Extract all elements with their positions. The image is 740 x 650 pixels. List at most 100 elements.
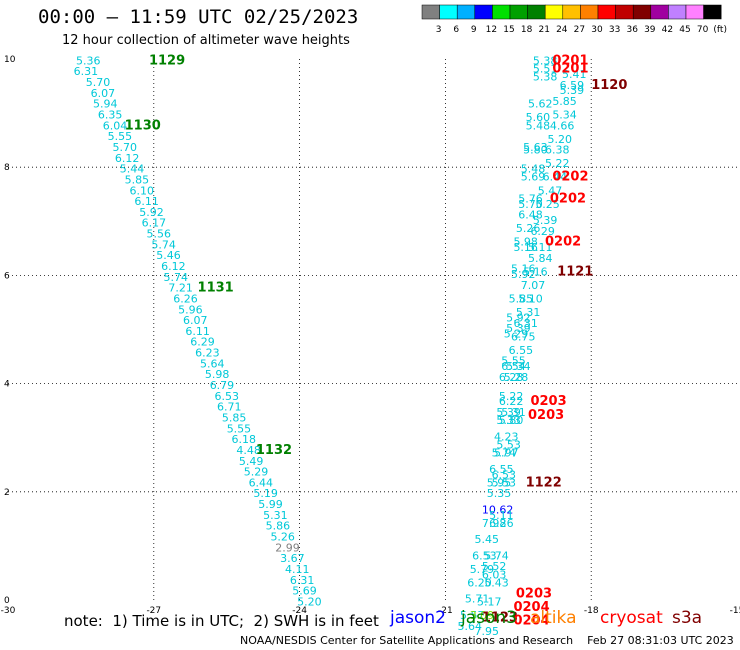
- legend-label: 15: [503, 25, 514, 35]
- data-point: 5.79: [470, 563, 495, 576]
- legend-label: 30: [591, 25, 603, 35]
- data-point: 7.95: [475, 625, 500, 638]
- color-scale-legend: 3 6 9 12 15 18 21 24 27 30 33 36 39 42 45 70 (ft): [421, 4, 727, 35]
- data-point: 6.04: [103, 119, 128, 132]
- data-point: 5.19: [253, 487, 278, 500]
- data-point: 5.22: [499, 390, 524, 403]
- data-point: 5.10: [518, 292, 543, 305]
- data-point: 5.85: [509, 292, 533, 305]
- data-point: 6.44: [249, 476, 274, 489]
- data-point: 6.10: [130, 184, 155, 197]
- data-point: 5.64: [200, 357, 225, 370]
- data-point: 2.99: [275, 541, 300, 554]
- mission-jason3: jason3: [461, 608, 517, 628]
- data-point: 5.85: [552, 95, 577, 108]
- data-point: 5.55: [108, 130, 133, 143]
- pass-label: 1132: [256, 443, 292, 458]
- data-point: 5.53: [496, 439, 521, 452]
- data-point: 5.46: [156, 249, 181, 262]
- mission-altika: altika: [530, 608, 577, 628]
- data-point: 5.69: [292, 585, 317, 598]
- data-point: 7.21: [168, 282, 193, 295]
- data-point: 5.43: [484, 576, 509, 589]
- data-point: 5.92: [511, 268, 536, 281]
- x-tick-label: -27: [146, 606, 161, 616]
- data-point: 5.34: [552, 109, 577, 122]
- pass-label: 1122: [526, 475, 562, 490]
- data-point: 5.70: [86, 76, 111, 89]
- y-tick-label: 10: [4, 55, 16, 65]
- data-point: 5.86: [266, 520, 291, 533]
- legend-label: 21: [538, 25, 549, 35]
- data-points: 5.366.315.706.075.946.356.045.555.706.12…: [74, 54, 587, 638]
- data-point: 6.55: [509, 344, 533, 357]
- data-point: 4.23: [494, 430, 519, 443]
- data-point: 5.35: [487, 487, 512, 500]
- data-point: 5.36: [76, 54, 101, 67]
- data-point: 5.31: [516, 306, 541, 319]
- data-point: 6.11: [134, 195, 159, 208]
- data-point: 5.92: [506, 311, 531, 324]
- x-tick-label: -21: [438, 606, 453, 616]
- data-point: 6.11: [185, 325, 210, 338]
- legend-label: 36: [626, 25, 638, 35]
- data-point: 5.76: [518, 192, 543, 205]
- data-point: 6.59: [560, 79, 585, 92]
- grid-lines: [8, 59, 737, 600]
- data-point: 5.64: [458, 620, 483, 633]
- legend-label: 70: [697, 25, 709, 35]
- data-point: 6.54: [501, 360, 526, 373]
- x-tick-label: -18: [584, 606, 599, 616]
- y-tick-label: 4: [4, 380, 10, 390]
- pass-label: 0203: [530, 394, 566, 409]
- data-point: 5.38: [533, 71, 558, 84]
- data-point: 5.20: [297, 595, 322, 608]
- data-point: 5.33: [496, 414, 521, 427]
- data-point: 6.22: [499, 395, 524, 408]
- data-point: 6.26: [489, 517, 514, 530]
- y-tick-label: 6: [4, 271, 10, 281]
- data-point: 6.53: [472, 549, 497, 562]
- data-point: 6.12: [115, 152, 140, 165]
- data-point: 5.41: [562, 68, 587, 81]
- data-point: 5.55: [227, 422, 252, 435]
- data-point: 5.11: [528, 241, 553, 254]
- pass-label: 0204: [513, 613, 549, 628]
- data-point: 6.07: [183, 314, 208, 327]
- pass-label: 0203: [528, 408, 564, 423]
- data-point: 5.29: [244, 466, 269, 479]
- data-point: 5.39: [533, 214, 558, 227]
- pass-label: 1123: [482, 611, 518, 626]
- data-point: 5.70: [518, 198, 543, 211]
- data-point: 5.52: [482, 560, 507, 573]
- footer-note: note: 1) Time is in UTC; 2) SWH is in fe…: [64, 612, 379, 630]
- data-point: 5.74: [151, 238, 176, 251]
- data-point: 5.16: [511, 263, 536, 276]
- mission-jason2: jason2: [390, 608, 446, 628]
- data-point: 5.17: [477, 595, 502, 608]
- data-point: 5.22: [545, 157, 570, 170]
- data-point: 5.31: [263, 509, 288, 522]
- data-point: 5.71: [465, 593, 490, 606]
- data-point: 5.63: [523, 141, 548, 154]
- pass-label: 0201: [552, 53, 588, 68]
- legend-label: 9: [471, 25, 477, 35]
- data-point: 6.18: [232, 433, 257, 446]
- data-point: 5.97: [494, 447, 519, 460]
- data-point: 5.39: [560, 84, 585, 97]
- data-point: 5.39: [506, 322, 531, 335]
- data-point: 5.25: [535, 198, 560, 211]
- data-point: 5.26: [270, 530, 295, 543]
- data-point: 5.39: [496, 406, 521, 419]
- data-point: 3.09: [470, 609, 495, 622]
- pass-label: 1121: [557, 264, 593, 279]
- data-point: 5.92: [139, 206, 164, 219]
- data-point: 6.79: [210, 379, 235, 392]
- data-point: 5.16: [513, 241, 538, 254]
- data-point: 5.95: [487, 476, 512, 489]
- data-point: 5.44: [120, 163, 145, 176]
- data-point: 6.31: [290, 574, 315, 587]
- data-point: 5.34: [506, 360, 531, 373]
